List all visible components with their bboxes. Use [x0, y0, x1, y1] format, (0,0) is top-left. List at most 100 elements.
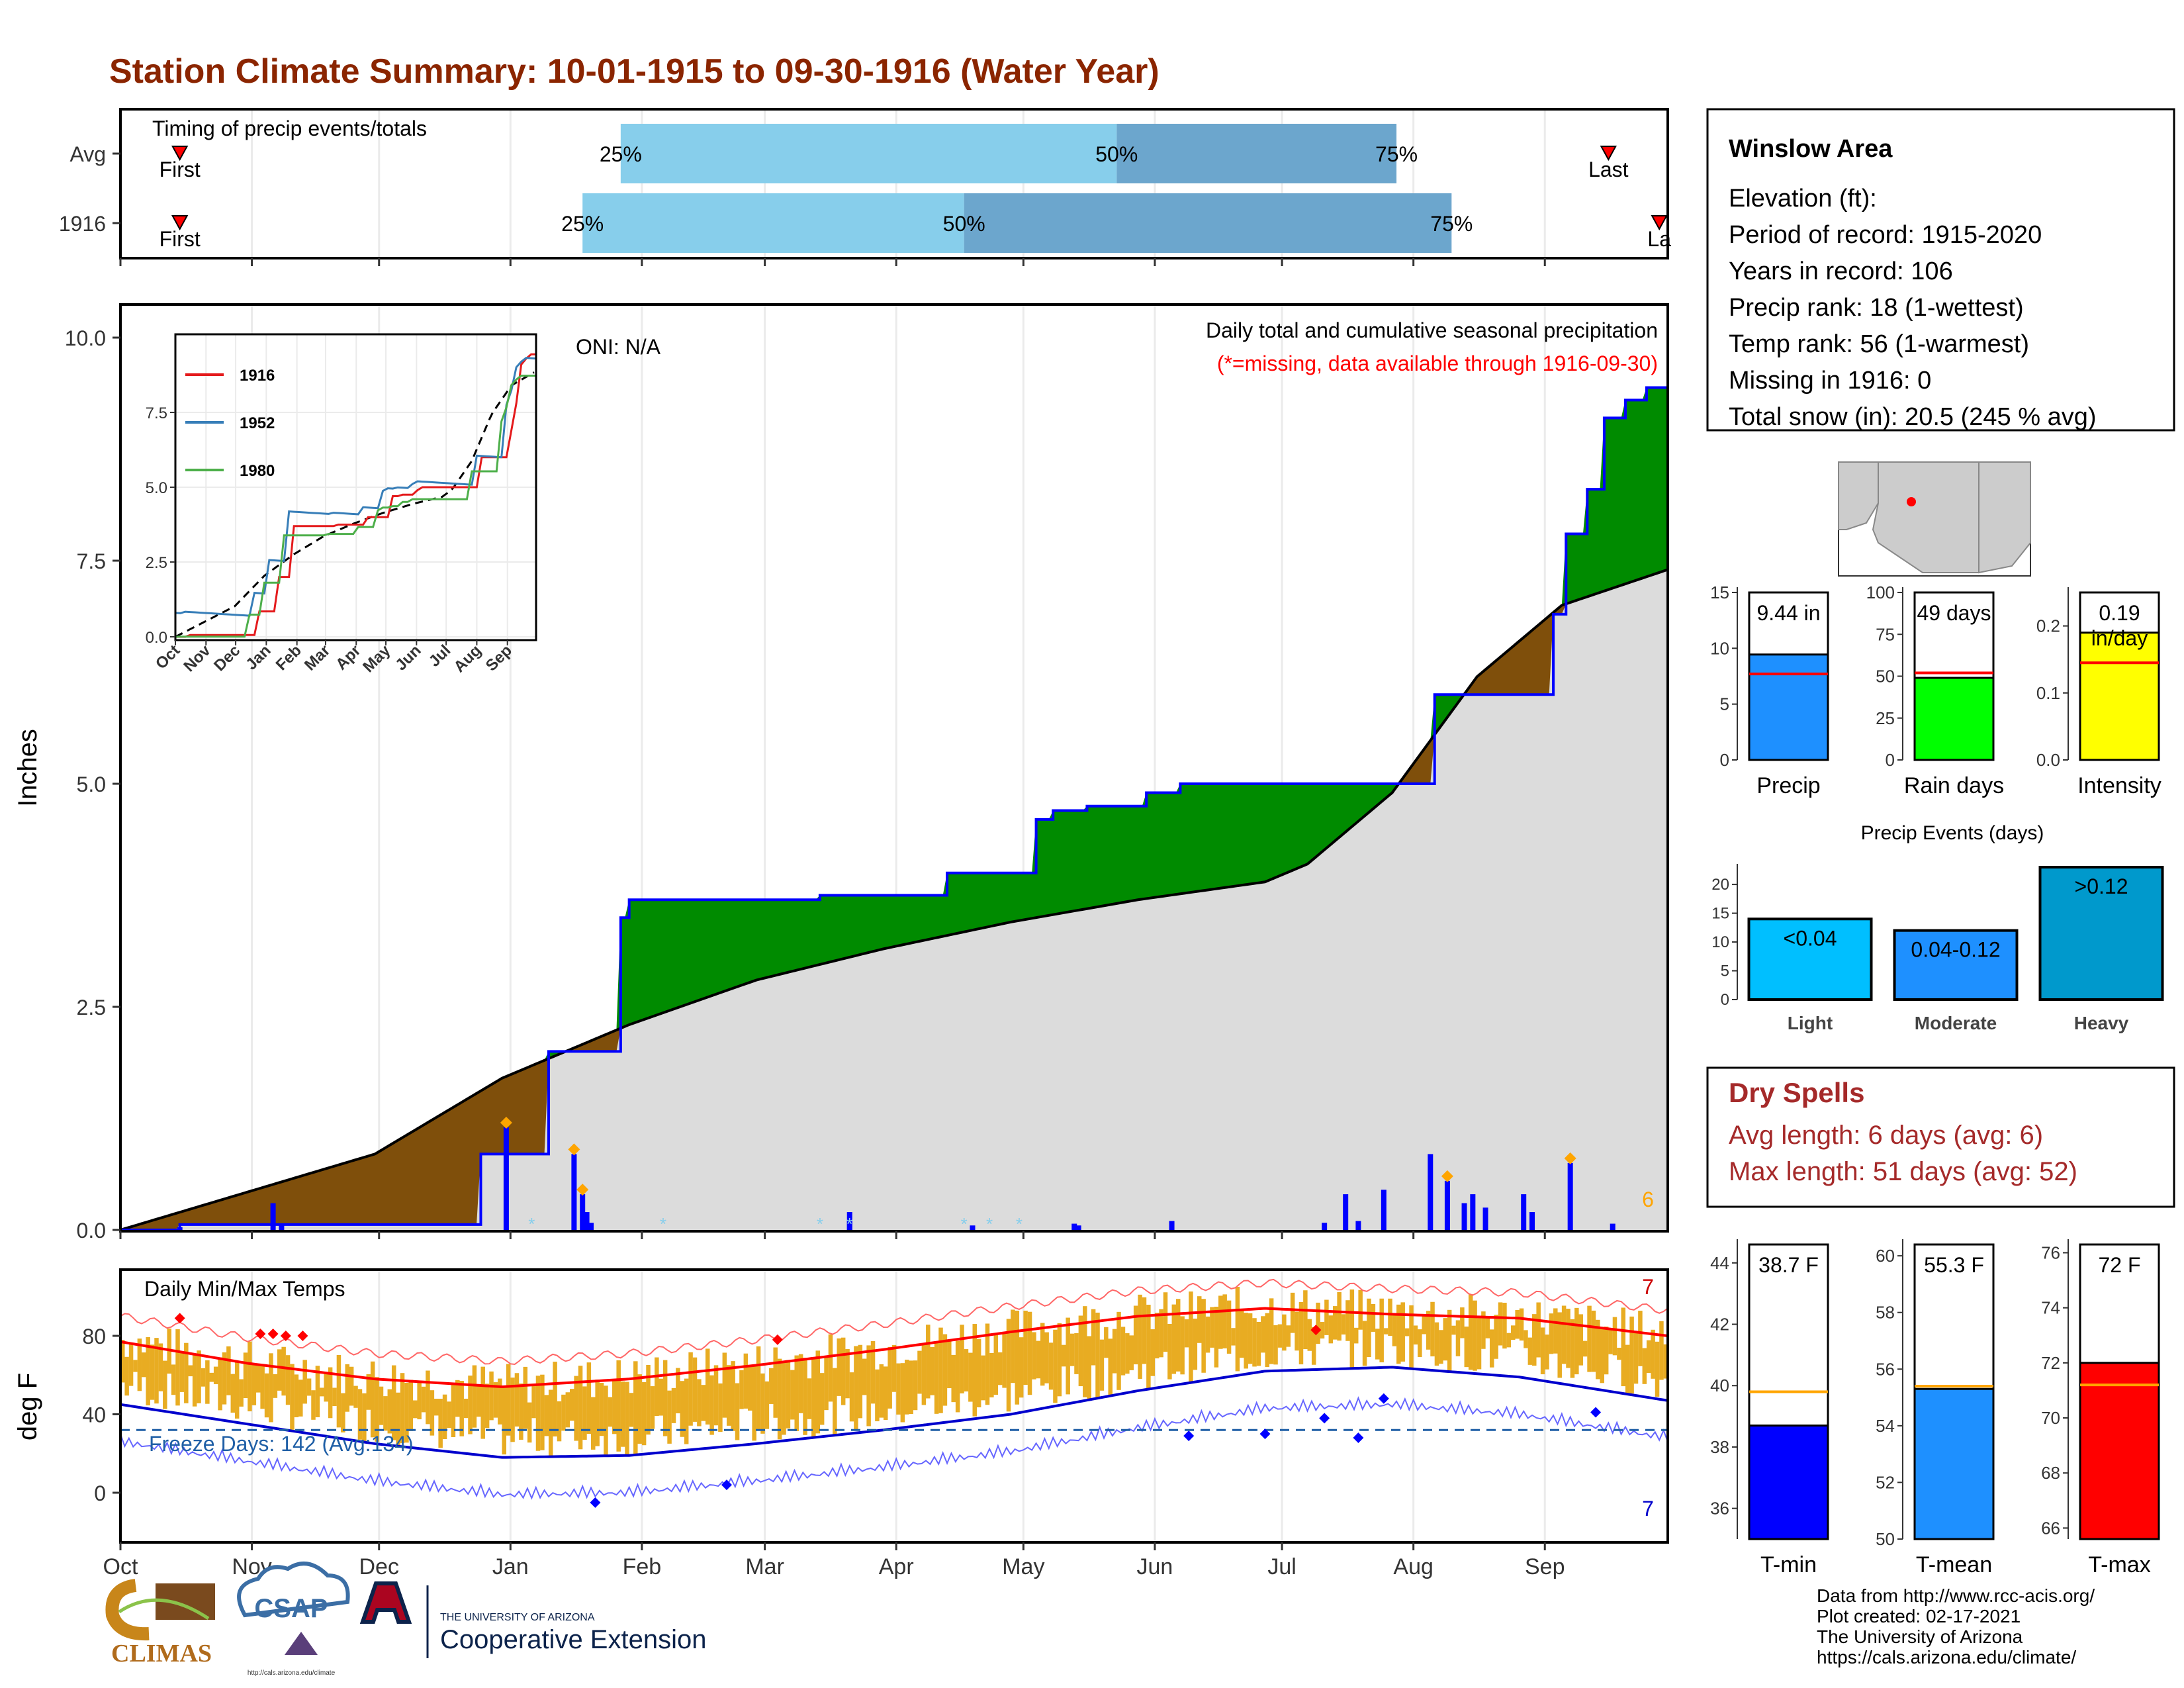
snow-asterisk: *: [660, 1214, 666, 1234]
daily-temp-bar: [447, 1401, 451, 1429]
summary-y-tick-label: 38: [1710, 1437, 1729, 1457]
daily-temp-bar: [1596, 1319, 1600, 1380]
daily-temp-bar: [341, 1393, 345, 1432]
daily-temp-bar: [1171, 1304, 1177, 1374]
first-event-label: First: [159, 227, 201, 251]
daily-temp-bar: [976, 1338, 981, 1408]
daily-temp-bar: [137, 1338, 142, 1391]
daily-temp-bar: [226, 1346, 231, 1395]
summary-y-tick-label: 52: [1876, 1472, 1895, 1492]
daily-temp-bar: [586, 1362, 592, 1434]
daily-temp-bar: [535, 1376, 541, 1451]
snow-asterisk: *: [1016, 1214, 1023, 1234]
events-bar: [1893, 929, 2019, 1002]
daily-temp-bar: [599, 1383, 604, 1436]
daily-temp-bar: [188, 1365, 193, 1377]
daily-temp-bar: [234, 1361, 240, 1419]
summary-y-tick-label: 42: [1710, 1315, 1729, 1335]
daily-temp-bar: [1447, 1309, 1452, 1372]
daily-temp-bar: [442, 1394, 447, 1439]
daily-temp-bar: [1099, 1339, 1105, 1391]
daily-temp-bar: [866, 1345, 871, 1427]
daily-temp-bar: [993, 1335, 999, 1395]
daily-temp-bar: [815, 1350, 820, 1434]
daily-temp-bar: [997, 1352, 1003, 1385]
record-high-marker: [280, 1331, 291, 1341]
daily-temp-bar: [179, 1353, 185, 1392]
daily-temp-bar: [1316, 1302, 1320, 1344]
station-info-box: Winslow Area Elevation (ft): Period of re…: [1706, 108, 2175, 432]
daily-temp-bar: [438, 1399, 443, 1448]
dry-spells-max: Max length: 51 days (avg: 52): [1729, 1157, 2077, 1186]
dry-spells-title: Dry Spells: [1729, 1077, 1864, 1108]
month-label: Jul: [1267, 1554, 1296, 1579]
daily-temp-bar: [269, 1353, 273, 1423]
daily-temp-bar: [701, 1385, 706, 1421]
daily-temp-bar: [1349, 1289, 1355, 1369]
average-min-line: [120, 1366, 1668, 1459]
daily-temp-bar: [1404, 1328, 1410, 1336]
daily-temp-bar: [1324, 1299, 1329, 1335]
daily-temp-bar: [248, 1341, 252, 1412]
daily-temp-bar: [1125, 1333, 1130, 1374]
daily-temp-bar: [1006, 1319, 1011, 1412]
daily-temp-bar: [463, 1398, 469, 1419]
summary-y-tick-label: 5: [1720, 694, 1729, 714]
daily-temp-bar: [849, 1372, 854, 1422]
daily-temp-bar: [484, 1383, 490, 1429]
daily-temp-bar: [209, 1372, 214, 1382]
daily-temp-bar: [803, 1358, 807, 1435]
daily-temp-bar: [163, 1360, 167, 1409]
daily-temp-bar: [875, 1369, 880, 1422]
daily-temp-bar: [833, 1368, 837, 1436]
summary-y-tick-label: 74: [2041, 1298, 2060, 1318]
events-bar-label: >0.12: [2075, 874, 2128, 898]
temp-y-tick-label: 80: [82, 1325, 106, 1348]
daily-temp-bar: [1197, 1296, 1202, 1343]
daily-temp-bar: [1019, 1337, 1024, 1398]
daily-temp-bar: [722, 1352, 727, 1418]
record-low-marker: [1319, 1413, 1330, 1424]
daily-temp-bar: [879, 1364, 884, 1418]
record-low-marker: [1378, 1393, 1389, 1404]
events-bar-label: 0.04-0.12: [1911, 938, 2000, 962]
daily-temp-bar: [930, 1347, 934, 1395]
record-high-marker: [772, 1334, 783, 1345]
temp-y-tick-label: 40: [82, 1403, 106, 1427]
daily-temp-bar: [769, 1368, 774, 1404]
daily-temp-bar: [1231, 1328, 1236, 1346]
inset-legend-label: 1952: [240, 414, 275, 432]
daily-temp-bar: [1002, 1334, 1007, 1388]
precip-y-tick-label: 2.5: [77, 996, 106, 1019]
daily-temp-bar: [951, 1354, 956, 1403]
daily-temp-bar: [748, 1366, 752, 1411]
daily-temp-bar: [315, 1366, 320, 1417]
daily-temp-bar: [264, 1373, 269, 1418]
daily-temp-bar: [349, 1366, 354, 1406]
events-category-label: Moderate: [1915, 1013, 1997, 1033]
record-high-line: [120, 1278, 1668, 1365]
daily-temp-bar: [362, 1393, 367, 1441]
summary-bar-chart: 36 38 40 42 44 38.7 F T-min: [1710, 1239, 1829, 1577]
events-y-tick-label: 20: [1711, 876, 1729, 894]
daily-temp-bar: [989, 1352, 994, 1398]
daily-temp-bar: [934, 1342, 939, 1414]
events-bar: [2038, 866, 2164, 1001]
daily-temp-bar: [1659, 1321, 1664, 1380]
daily-temp-bar: [255, 1364, 261, 1393]
daily-temp-bar: [1248, 1313, 1253, 1364]
summary-value-bar: [1748, 1424, 1829, 1540]
daily-temp-bar: [1464, 1326, 1469, 1368]
daily-temp-bar: [514, 1373, 520, 1427]
daily-temp-bar: [1612, 1317, 1617, 1356]
daily-temp-bar: [1358, 1289, 1363, 1330]
daily-temp-bar: [510, 1378, 515, 1442]
daily-temp-bar: [336, 1354, 341, 1428]
station-info-line: Missing in 1916: 0: [1729, 367, 1931, 395]
daily-temp-bar: [375, 1377, 379, 1442]
daily-temp-bar: [824, 1357, 829, 1411]
daily-temp-bar: [540, 1374, 545, 1450]
university-of-arizona-logo: THE UNIVERSITY OF ARIZONA Cooperative Ex…: [359, 1581, 706, 1658]
daily-temp-bar: [142, 1352, 146, 1378]
daily-temp-bar: [1383, 1328, 1388, 1335]
